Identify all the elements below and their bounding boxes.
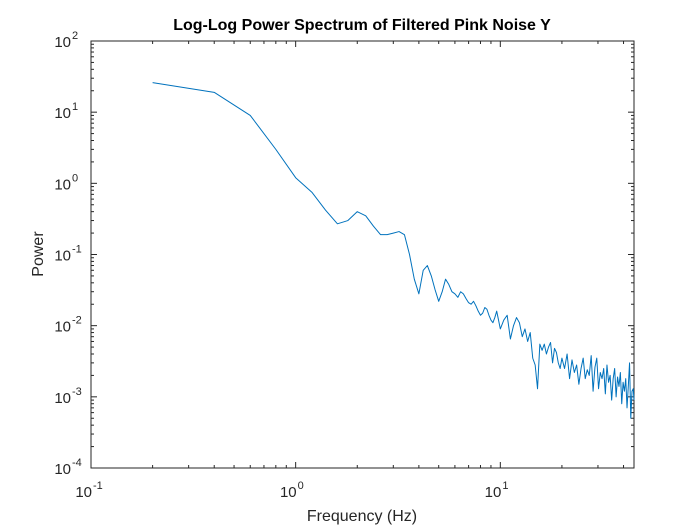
- x-tick-label: 10 0: [280, 480, 304, 501]
- y-tick-base: 10: [54, 248, 71, 265]
- y-tick-label: 10 -4: [54, 457, 81, 478]
- y-tick-base: 10: [54, 105, 71, 122]
- y-tick-label: 10 -1: [54, 244, 81, 265]
- x-tick-base: 10: [280, 484, 297, 501]
- y-tick-label: 10 -3: [54, 386, 81, 407]
- plot-area: [90, 40, 635, 469]
- y-tick-exponent: -4: [72, 457, 82, 469]
- y-tick-base: 10: [54, 390, 71, 407]
- x-tick-base: 10: [485, 484, 502, 501]
- x-tick-exponent: 1: [502, 480, 508, 492]
- tick-layer: 10 -410 -310 -210 -110 010 110 210 -1 10 0 10 1: [54, 30, 634, 501]
- x-tick-label: 10 -1: [75, 480, 102, 501]
- y-tick-exponent: -3: [72, 386, 82, 398]
- y-tick-label: 10 -2: [54, 315, 81, 336]
- y-tick-base: 10: [54, 176, 71, 193]
- y-tick-label: 10 0: [54, 172, 78, 193]
- x-tick-exponent: 0: [298, 480, 304, 492]
- y-tick-base: 10: [54, 461, 71, 478]
- x-tick-base: 10: [75, 484, 92, 501]
- y-tick-exponent: -1: [72, 244, 82, 256]
- y-tick-exponent: 0: [72, 172, 78, 184]
- x-tick-label: 10 1: [485, 480, 509, 501]
- y-tick-base: 10: [54, 319, 71, 336]
- chart-title: Log-Log Power Spectrum of Filtered Pink …: [173, 17, 551, 34]
- y-tick-base: 10: [54, 34, 71, 51]
- series-layer: [152, 82, 635, 419]
- x-axis-label: Frequency (Hz): [307, 508, 417, 525]
- y-tick-exponent: 1: [72, 101, 78, 113]
- y-tick-exponent: -2: [72, 315, 82, 327]
- x-tick-exponent: -1: [93, 480, 103, 492]
- y-axis-label: Power: [30, 231, 47, 277]
- y-tick-label: 10 1: [54, 101, 78, 122]
- series-line: [152, 82, 635, 419]
- y-tick-exponent: 2: [72, 30, 78, 42]
- y-tick-label: 10 2: [54, 30, 78, 51]
